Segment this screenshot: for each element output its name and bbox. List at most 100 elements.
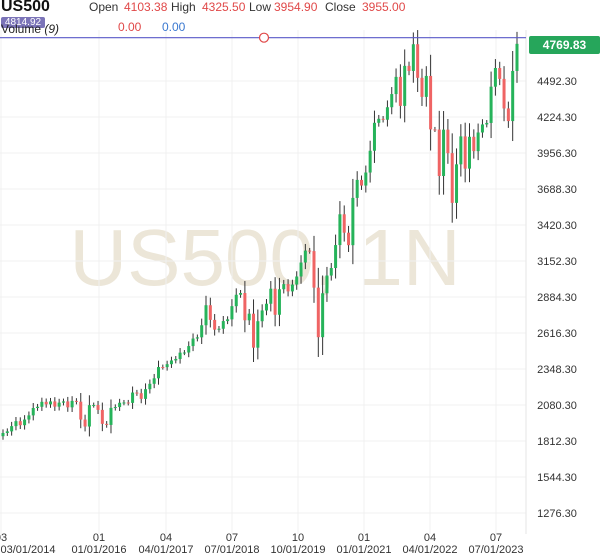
- candle[interactable]: [282, 279, 286, 294]
- candle[interactable]: [506, 101, 510, 128]
- candle[interactable]: [239, 289, 243, 298]
- candle[interactable]: [256, 309, 260, 360]
- candle[interactable]: [79, 393, 83, 429]
- candle[interactable]: [213, 314, 217, 336]
- candle[interactable]: [243, 281, 247, 333]
- candle[interactable]: [381, 116, 385, 123]
- candle[interactable]: [31, 402, 35, 421]
- candles[interactable]: [1, 30, 519, 440]
- candle[interactable]: [195, 334, 199, 342]
- candle[interactable]: [217, 325, 221, 333]
- candle[interactable]: [53, 397, 57, 411]
- candle[interactable]: [446, 119, 450, 164]
- candle[interactable]: [342, 205, 346, 242]
- candle[interactable]: [161, 364, 165, 370]
- candle[interactable]: [355, 171, 359, 207]
- candle[interactable]: [221, 315, 225, 334]
- candle[interactable]: [308, 247, 312, 254]
- candle[interactable]: [191, 333, 195, 352]
- candle[interactable]: [450, 133, 454, 223]
- candle[interactable]: [70, 396, 74, 412]
- candle[interactable]: [377, 114, 381, 127]
- candle[interactable]: [131, 386, 135, 409]
- candle[interactable]: [485, 120, 489, 128]
- candle[interactable]: [476, 123, 480, 161]
- candle[interactable]: [420, 68, 424, 106]
- candle[interactable]: [135, 389, 139, 396]
- candle[interactable]: [360, 175, 364, 190]
- candle[interactable]: [247, 308, 251, 326]
- candle[interactable]: [463, 122, 467, 183]
- candle[interactable]: [83, 414, 87, 432]
- candle[interactable]: [403, 49, 407, 123]
- candle[interactable]: [338, 201, 342, 259]
- candle[interactable]: [49, 397, 53, 408]
- candle[interactable]: [394, 68, 398, 103]
- candle[interactable]: [467, 123, 471, 183]
- candle[interactable]: [18, 417, 22, 430]
- candle[interactable]: [347, 225, 351, 252]
- candle[interactable]: [148, 379, 152, 394]
- candle[interactable]: [10, 421, 14, 436]
- candle[interactable]: [139, 388, 143, 404]
- candle[interactable]: [264, 298, 268, 316]
- candle[interactable]: [109, 399, 113, 434]
- candle[interactable]: [416, 30, 420, 92]
- candle[interactable]: [407, 61, 411, 76]
- candle[interactable]: [61, 398, 65, 406]
- candle[interactable]: [295, 271, 299, 290]
- candle[interactable]: [277, 277, 281, 327]
- candle[interactable]: [269, 281, 273, 312]
- candle[interactable]: [204, 295, 208, 335]
- candle[interactable]: [433, 126, 437, 132]
- candle[interactable]: [122, 399, 126, 406]
- candle[interactable]: [334, 234, 338, 279]
- candle[interactable]: [208, 297, 212, 328]
- candle[interactable]: [351, 178, 355, 265]
- candle[interactable]: [290, 279, 294, 297]
- candle[interactable]: [178, 348, 182, 364]
- candle[interactable]: [66, 396, 70, 412]
- candle[interactable]: [411, 32, 415, 83]
- candle[interactable]: [174, 356, 178, 364]
- candle[interactable]: [23, 415, 27, 430]
- candle[interactable]: [502, 66, 506, 122]
- candle[interactable]: [152, 373, 156, 389]
- candle[interactable]: [303, 243, 307, 270]
- candle[interactable]: [234, 288, 238, 313]
- candle[interactable]: [390, 87, 394, 115]
- candle[interactable]: [252, 299, 256, 362]
- candle[interactable]: [226, 316, 230, 325]
- candle[interactable]: [87, 395, 91, 437]
- candle[interactable]: [364, 165, 368, 193]
- candle[interactable]: [27, 411, 31, 424]
- candle[interactable]: [286, 279, 290, 297]
- candle[interactable]: [437, 110, 441, 195]
- candle[interactable]: [100, 402, 104, 432]
- candle[interactable]: [493, 59, 497, 96]
- candle[interactable]: [230, 299, 234, 327]
- candle[interactable]: [105, 421, 109, 428]
- candle[interactable]: [398, 64, 402, 119]
- candle[interactable]: [472, 129, 476, 159]
- candle[interactable]: [57, 398, 61, 411]
- candle[interactable]: [299, 255, 303, 284]
- candle[interactable]: [1, 429, 5, 440]
- candle[interactable]: [96, 400, 100, 414]
- candle[interactable]: [429, 54, 433, 151]
- candle[interactable]: [156, 360, 160, 385]
- candle[interactable]: [442, 111, 446, 195]
- candle[interactable]: [273, 277, 277, 327]
- candle[interactable]: [40, 397, 44, 411]
- candle[interactable]: [455, 148, 459, 219]
- candle[interactable]: [187, 341, 191, 358]
- candle[interactable]: [200, 318, 204, 344]
- candle[interactable]: [5, 428, 9, 436]
- candle[interactable]: [260, 304, 264, 328]
- candle[interactable]: [92, 402, 96, 408]
- candle[interactable]: [480, 119, 484, 138]
- candle[interactable]: [321, 275, 325, 355]
- candle[interactable]: [511, 51, 515, 142]
- candle[interactable]: [118, 398, 122, 411]
